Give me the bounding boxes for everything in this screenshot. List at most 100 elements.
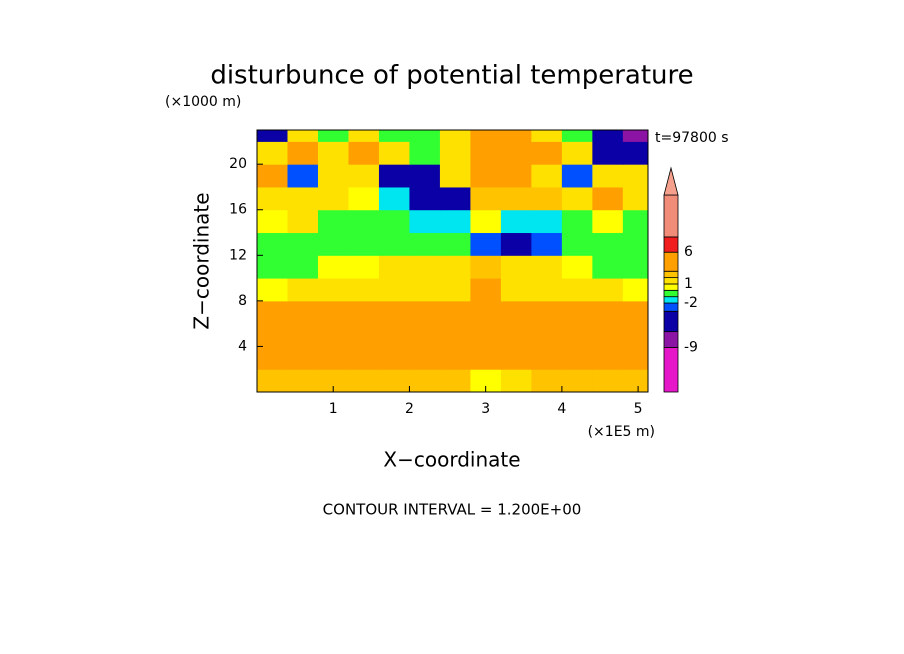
- contour-cell: [592, 369, 624, 393]
- contour-cell: [348, 346, 380, 370]
- contour-cell: [561, 278, 593, 302]
- contour-cell: [257, 186, 288, 211]
- y-tick-label: 12: [229, 247, 247, 263]
- contour-cell: [622, 186, 649, 211]
- contour-cell: [257, 323, 288, 347]
- contour-cell: [531, 323, 563, 347]
- colorbar-box: [663, 302, 679, 312]
- contour-cell: [561, 164, 593, 188]
- contour-cell: [470, 300, 502, 325]
- x-tick-label: 3: [481, 401, 490, 417]
- contour-cell: [378, 164, 410, 188]
- contour-cell: [470, 323, 502, 347]
- contour-cell: [287, 323, 319, 347]
- contour-cell: [378, 369, 410, 393]
- contour-cell: [561, 232, 593, 256]
- contour-cell: [287, 209, 319, 234]
- contour-cell: [287, 130, 319, 142]
- contour-cell: [622, 164, 649, 188]
- contour-cell: [439, 255, 471, 279]
- contour-cell: [561, 130, 593, 142]
- contour-cell: [317, 323, 349, 347]
- x-tick-label: 1: [329, 401, 338, 417]
- contour-cell: [622, 369, 649, 393]
- y-tick-label: 4: [238, 338, 247, 354]
- colorbar-box: [663, 289, 679, 298]
- colorbar-tick-label: -2: [684, 295, 698, 311]
- colorbar-tick-label: 6: [684, 244, 693, 260]
- contour-cell: [257, 255, 288, 279]
- contour-cell: [378, 209, 410, 234]
- contour-cell: [622, 209, 649, 234]
- contour-cell: [409, 164, 441, 188]
- contour-cell: [378, 130, 410, 142]
- contour-cell: [378, 255, 410, 279]
- contour-cell: [561, 369, 593, 393]
- contour-cell: [348, 130, 380, 142]
- colorbar-box: [663, 283, 679, 291]
- contour-cell: [439, 278, 471, 302]
- contour-cell: [409, 209, 441, 234]
- contour-cell: [378, 300, 410, 325]
- contour-cell: [622, 130, 649, 142]
- x-tick-label: 2: [405, 401, 414, 417]
- contour-cell: [287, 255, 319, 279]
- contour-cell: [470, 255, 502, 279]
- contour-cell: [439, 209, 471, 234]
- contour-cell: [592, 141, 624, 165]
- contour-cell: [317, 300, 349, 325]
- contour-cell: [470, 141, 502, 165]
- contour-cell: [439, 369, 471, 393]
- contour-cell: [287, 186, 319, 211]
- contour-cell: [257, 300, 288, 325]
- contour-cell: [500, 255, 532, 279]
- contour-cell: [287, 141, 319, 165]
- contour-cell: [257, 232, 288, 256]
- plot-frame: [256, 129, 649, 393]
- contour-cell: [409, 323, 441, 347]
- contour-cell: [378, 186, 410, 211]
- contour-cell: [439, 346, 471, 370]
- contour-cell: [561, 346, 593, 370]
- contour-cell: [257, 369, 288, 393]
- contour-cell: [531, 186, 563, 211]
- contour-cell: [561, 300, 593, 325]
- contour-cell: [287, 278, 319, 302]
- contour-cell: [470, 369, 502, 393]
- contour-cell: [622, 323, 649, 347]
- contour-cell: [409, 141, 441, 165]
- x-tick-label: 5: [634, 401, 643, 417]
- colorbar-box: [663, 251, 679, 272]
- contour-cell: [409, 186, 441, 211]
- contour-cell: [378, 323, 410, 347]
- contour-cell: [348, 186, 380, 211]
- colorbar-box: [663, 277, 679, 285]
- colorbar-box: [663, 236, 679, 253]
- contour-cell: [500, 278, 532, 302]
- contour-cell: [500, 346, 532, 370]
- contour-cell: [592, 323, 624, 347]
- contour-cell: [531, 300, 563, 325]
- colorbar-tick-label: 1: [684, 276, 693, 292]
- contour-cell: [592, 346, 624, 370]
- contour-cell: [378, 346, 410, 370]
- contour-cell: [257, 346, 288, 370]
- contour-cell: [317, 141, 349, 165]
- contour-cell: [317, 186, 349, 211]
- contour-cell: [500, 141, 532, 165]
- contour-cell: [439, 164, 471, 188]
- contour-cell: [257, 278, 288, 302]
- contour-cell: [622, 300, 649, 325]
- contour-cell: [470, 130, 502, 142]
- contour-cell: [500, 164, 532, 188]
- contour-cell: [348, 300, 380, 325]
- contour-cell: [531, 232, 563, 256]
- contour-cell: [531, 164, 563, 188]
- contour-cell: [439, 232, 471, 256]
- contour-cell: [470, 232, 502, 256]
- contour-cell: [409, 369, 441, 393]
- contour-cell: [561, 141, 593, 165]
- contour-cell: [287, 232, 319, 256]
- x-tick-label: 4: [557, 401, 566, 417]
